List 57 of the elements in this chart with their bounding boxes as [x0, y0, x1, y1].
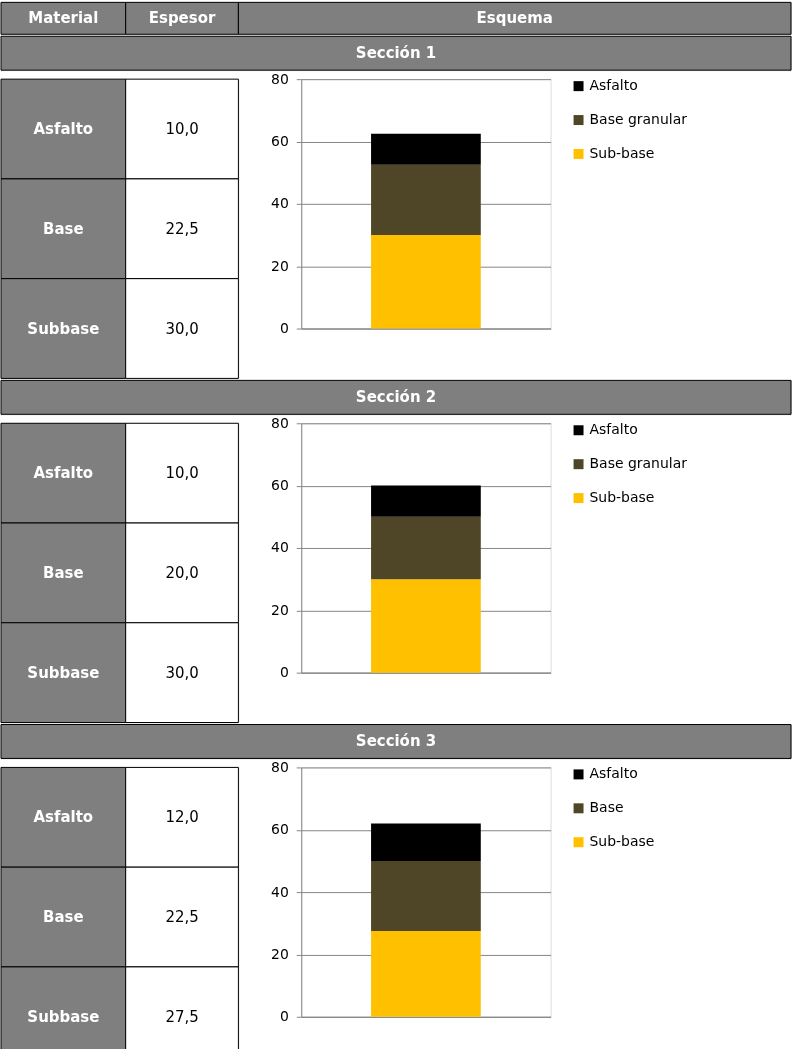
y-tick-label: 80 — [271, 758, 289, 775]
text: Asfalto — [33, 808, 94, 827]
text: Esquema — [476, 9, 553, 28]
y-tick-label: 80 — [271, 414, 289, 431]
text: Subbase — [27, 319, 100, 338]
bar — [371, 235, 481, 329]
text: 10,0 — [165, 120, 199, 139]
text: 20,0 — [165, 563, 199, 582]
legend-label: Asfalto — [589, 765, 638, 782]
y-tick-label: 0 — [279, 320, 289, 337]
y-tick-label: 60 — [271, 132, 289, 149]
y-tick-label: 20 — [271, 257, 289, 274]
bar — [371, 579, 481, 673]
text: Material — [28, 9, 99, 28]
y-tick-label: 0 — [279, 664, 289, 681]
text: 30,0 — [165, 319, 199, 338]
text: 22,5 — [165, 908, 199, 927]
text: Subbase — [27, 1007, 100, 1026]
y-tick-label: 40 — [271, 195, 289, 212]
bar — [371, 516, 481, 580]
text: 10,0 — [165, 464, 199, 483]
text: Asfalto — [33, 120, 94, 139]
legend-label: Sub-base — [589, 144, 655, 161]
bar — [371, 860, 481, 932]
legend-label: Sub-base — [589, 489, 655, 506]
y-tick-label: 60 — [271, 477, 289, 494]
y-tick-label: 40 — [271, 883, 289, 900]
chart-title: Sección 1 — [355, 44, 437, 63]
text: 30,0 — [165, 663, 199, 682]
y-tick-label: 0 — [279, 1008, 289, 1025]
bar — [371, 931, 481, 1017]
legend-label: Base granular — [589, 111, 688, 128]
bar — [371, 823, 481, 861]
bar — [371, 164, 481, 236]
bar — [371, 133, 481, 165]
chart-title: Sección 2 — [355, 388, 437, 407]
text: 22,5 — [165, 219, 199, 238]
bar — [371, 485, 481, 517]
legend-label: Asfalto — [589, 421, 638, 438]
y-tick-label: 80 — [271, 70, 289, 87]
y-tick-label: 20 — [271, 945, 289, 962]
y-tick-label: 40 — [271, 539, 289, 556]
text: 12,0 — [165, 808, 199, 827]
text: Subbase — [27, 663, 100, 682]
legend-label: Sub-base — [589, 833, 655, 850]
text: Base — [43, 563, 84, 582]
text: Espesor — [148, 9, 216, 28]
text: 27,5 — [165, 1007, 199, 1026]
legend-label: Base — [589, 799, 624, 816]
legend-label: Base granular — [589, 455, 688, 472]
legend-label: Asfalto — [589, 77, 638, 94]
text: Base — [43, 219, 84, 238]
y-tick-label: 60 — [271, 821, 289, 838]
y-tick-label: 20 — [271, 601, 289, 618]
chart-title: Sección 3 — [355, 732, 437, 751]
text: Base — [43, 908, 84, 927]
text: Asfalto — [33, 464, 94, 483]
